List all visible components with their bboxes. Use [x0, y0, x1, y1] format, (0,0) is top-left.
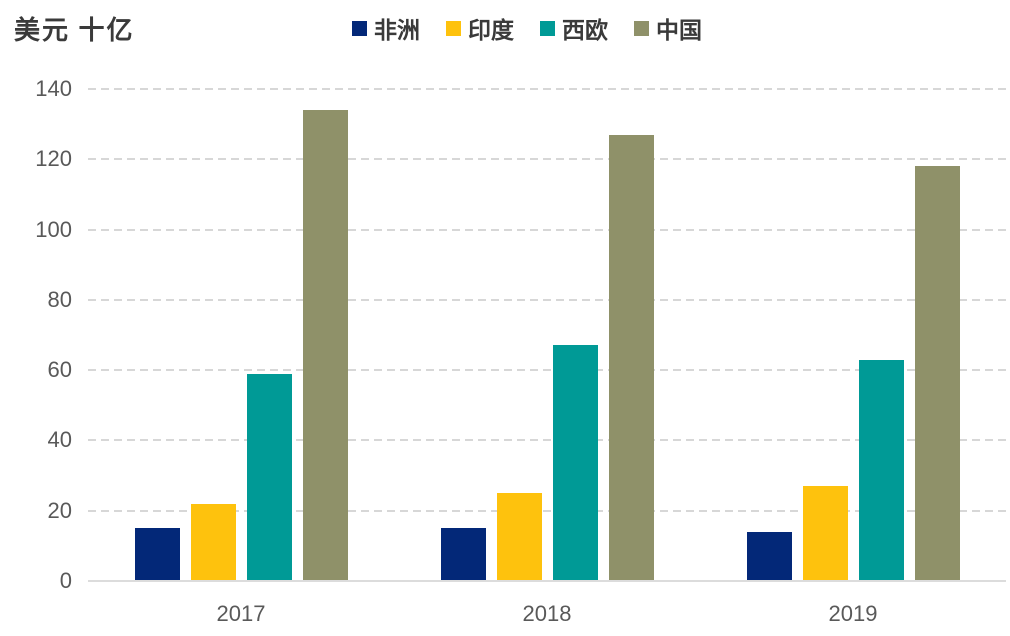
legend: 非洲 印度 西欧 中国 — [352, 16, 702, 43]
gridline-120 — [88, 158, 1006, 161]
legend-swatch-india — [446, 20, 461, 36]
legend-item-india: 印度 — [446, 16, 514, 43]
legend-swatch-africa — [352, 20, 367, 36]
legend-item-china: 中国 — [634, 16, 702, 43]
gridline-60 — [88, 369, 1006, 372]
y-tick-label-60: 60 — [47, 357, 72, 383]
y-tick-label-100: 100 — [35, 216, 72, 242]
bar-china-2018 — [609, 134, 654, 580]
gridline-80 — [88, 298, 1006, 301]
bar-india-2019 — [803, 486, 848, 580]
bar-africa-2017 — [135, 528, 180, 580]
legend-swatch-western-europe — [540, 20, 555, 36]
x-tick-label-2017: 2017 — [216, 601, 266, 626]
legend-label-western-europe: 西欧 — [562, 18, 608, 43]
x-tick-label-2018: 2018 — [522, 601, 572, 626]
y-tick-label-80: 80 — [47, 286, 72, 312]
bar-africa-2019 — [747, 531, 792, 580]
legend-item-western-europe: 西欧 — [540, 16, 608, 43]
gridline-40 — [88, 439, 1006, 442]
legend-item-africa: 非洲 — [352, 16, 420, 43]
y-axis-unit-label: 美元 十亿 — [14, 16, 135, 45]
gridline-100 — [88, 228, 1006, 231]
y-tick-label-0: 0 — [59, 568, 72, 593]
x-tick-label-2019: 2019 — [828, 601, 878, 626]
legend-label-india: 印度 — [468, 18, 514, 43]
bar-africa-2018 — [441, 528, 486, 580]
bar-china-2017 — [303, 109, 348, 580]
bar-western-europe-2017 — [247, 373, 292, 580]
legend-label-africa: 非洲 — [374, 18, 420, 43]
gridline-140 — [88, 87, 1006, 90]
bar-india-2018 — [497, 493, 542, 580]
bar-india-2017 — [191, 503, 236, 580]
y-tick-label-120: 120 — [35, 146, 72, 172]
y-tick-label-140: 140 — [35, 75, 72, 101]
bar-western-europe-2019 — [859, 359, 904, 580]
y-tick-label-20: 20 — [47, 497, 72, 523]
bar-western-europe-2018 — [553, 345, 598, 580]
y-tick-label-40: 40 — [47, 427, 72, 453]
bar-china-2019 — [915, 166, 960, 580]
legend-swatch-china — [634, 20, 649, 36]
legend-label-china: 中国 — [656, 18, 702, 43]
x-axis-line — [88, 580, 1006, 582]
gridline-20 — [88, 509, 1006, 512]
